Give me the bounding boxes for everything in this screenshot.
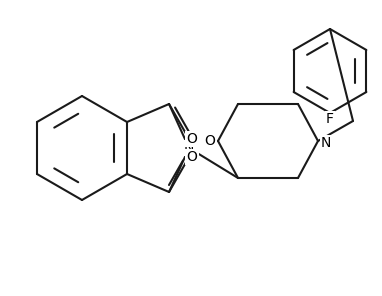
Text: O: O [186, 132, 197, 146]
Text: N: N [321, 136, 331, 150]
Text: F: F [326, 112, 334, 126]
Text: N: N [184, 141, 194, 155]
Text: O: O [186, 150, 197, 164]
Text: O: O [205, 134, 215, 148]
